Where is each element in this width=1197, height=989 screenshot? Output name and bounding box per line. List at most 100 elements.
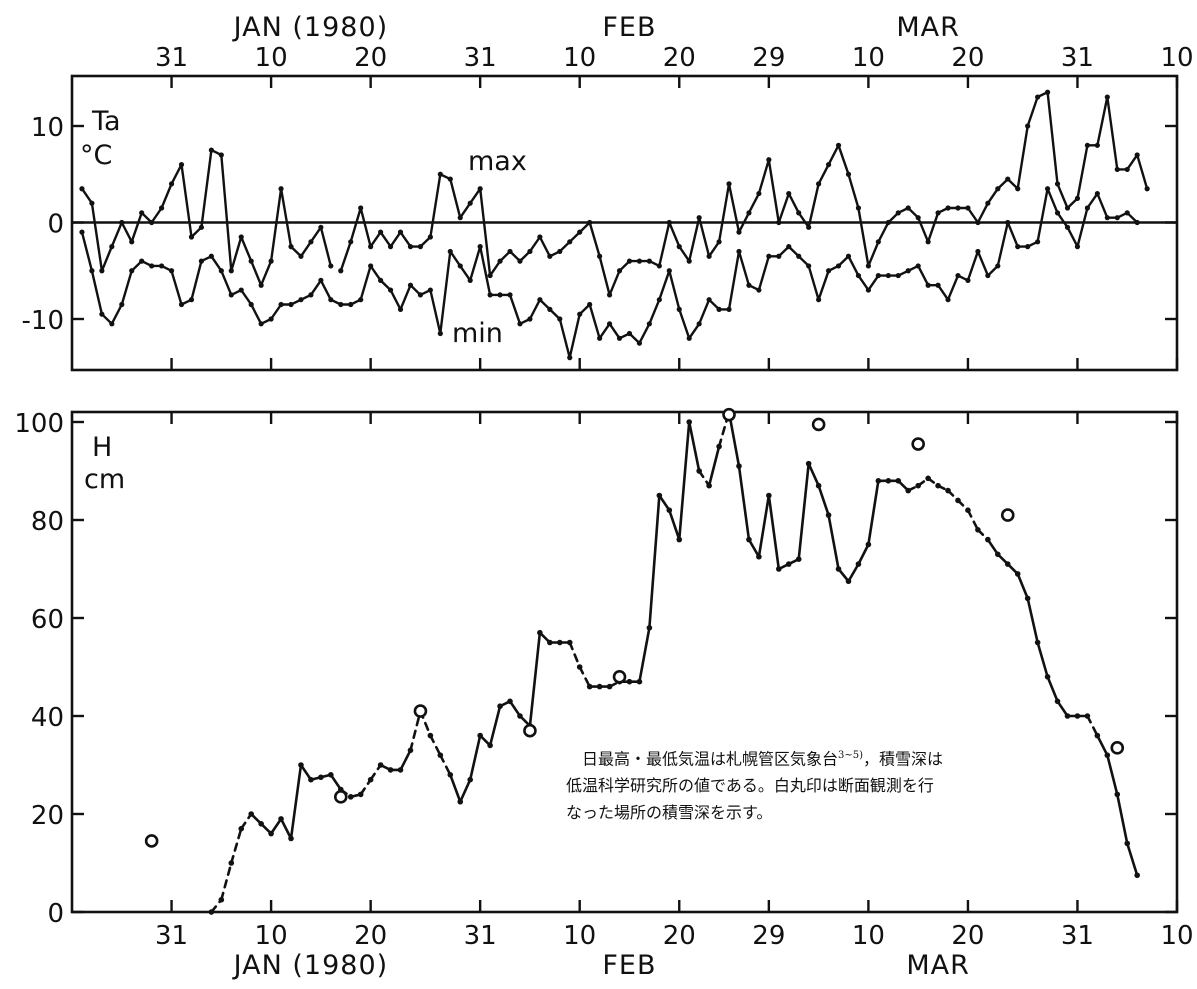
- temp-max-point: [915, 215, 921, 221]
- snow-depth-segment: [737, 464, 751, 541]
- profile-site-marker: [1110, 741, 1125, 755]
- temp-min-point: [198, 258, 205, 264]
- temp-min-point: [129, 268, 135, 274]
- snow-xtick-label: 31: [464, 921, 497, 951]
- temp-max-point: [1035, 94, 1041, 100]
- temp-max-point: [238, 234, 244, 240]
- snow-depth-segment: [697, 469, 711, 488]
- temp-max-point: [1044, 89, 1051, 95]
- note-line-1-rest: ，積雪深は: [863, 749, 944, 769]
- temp-min-point: [806, 263, 812, 269]
- temp-max-point: [537, 234, 543, 240]
- temp-min-point: [457, 263, 463, 269]
- snow-depth-segment: [468, 734, 482, 782]
- snow-depth-segment: [528, 631, 542, 728]
- temp-min-point: [587, 301, 593, 308]
- temp-max-point: [149, 219, 155, 226]
- snow-depth-point: [885, 478, 892, 484]
- snow-depth-point: [497, 703, 503, 709]
- snow-depth-point: [407, 747, 414, 754]
- snow-depth-point: [477, 732, 483, 739]
- temp-max-point: [139, 210, 145, 216]
- snow-depth-segment: [817, 484, 830, 517]
- temp-min-point: [636, 340, 643, 346]
- temp-min-point: [756, 287, 762, 293]
- temp-min-point: [1054, 210, 1061, 216]
- temp-month-label: MAR: [896, 12, 960, 43]
- snow-depth-point: [387, 767, 394, 773]
- temp-max-point: [378, 229, 384, 235]
- note-line-1-text: 日最高・最低気温は札幌管区気象台: [582, 749, 839, 769]
- temp-max-point: [676, 244, 682, 250]
- temp-max-point: [208, 147, 214, 153]
- snow-depth-point: [1094, 732, 1101, 739]
- snow-depth-point: [586, 683, 593, 690]
- temp-min-point: [467, 277, 473, 283]
- snow-ytick-label: 60: [31, 605, 64, 635]
- snow-depth-point: [1024, 595, 1031, 602]
- temp-min-point: [407, 282, 414, 288]
- temp-min-point: [427, 287, 433, 293]
- snow-frame: [70, 410, 1179, 914]
- temp-max-point: [666, 219, 672, 226]
- temp-min-point: [945, 297, 951, 303]
- snow-depth-point: [318, 774, 324, 781]
- profile-site-marker: [911, 437, 925, 451]
- snow-depth-point: [457, 798, 464, 805]
- snow-depth-segment: [687, 420, 701, 473]
- temp-min-point: [1134, 219, 1140, 226]
- temp-max-point: [557, 248, 563, 255]
- snow-depth-point: [875, 478, 882, 484]
- temp-min-point: [537, 297, 543, 303]
- temp-max-point: [527, 248, 533, 255]
- temp-min-point: [716, 306, 722, 312]
- temp-min-point: [248, 301, 254, 308]
- temp-min-point: [706, 297, 712, 303]
- temp-max-point: [188, 234, 195, 240]
- temp-max-point: [1054, 181, 1061, 187]
- temp-min-point: [288, 301, 294, 308]
- temp-min-point: [79, 229, 85, 235]
- profile-site-marker: [333, 790, 348, 804]
- temp-max-point: [716, 239, 722, 245]
- temp-max-point: [258, 282, 264, 288]
- profile-site-marker: [811, 417, 826, 432]
- snow-depth-segment: [1016, 572, 1029, 600]
- snow-depth-segment: [797, 462, 810, 561]
- snow-depth-point: [487, 742, 493, 749]
- temp-max-point: [816, 181, 822, 187]
- note-line-1: 日最高・最低気温は札幌管区気象台3~5)，積雪深は: [566, 742, 1036, 772]
- snow-depth-segment: [568, 641, 582, 669]
- temp-max-point: [825, 162, 832, 168]
- temp-max-point: [477, 186, 483, 192]
- temp-max-point: [925, 239, 931, 245]
- temp-min-point: [149, 263, 155, 269]
- snow-depth-point: [795, 556, 802, 562]
- temp-max-point: [1064, 205, 1071, 211]
- snow-depth-segment: [1046, 675, 1059, 703]
- snow-depth-point: [507, 698, 513, 705]
- temp-min-point: [168, 268, 175, 274]
- snow-depth-segment: [1086, 714, 1099, 737]
- temp-min-point: [158, 263, 165, 269]
- temp-min-point: [786, 244, 792, 250]
- snow-depth-segment: [448, 773, 462, 804]
- temp-max-point: [855, 205, 862, 211]
- temp-min-point: [258, 321, 264, 327]
- snow-ytick-label: 80: [31, 507, 64, 537]
- temp-min-point: [616, 335, 623, 341]
- temp-min-point: [995, 263, 1001, 269]
- temp-min-point: [766, 253, 772, 259]
- snow-depth-point: [865, 541, 872, 548]
- temp-min-point: [1074, 244, 1081, 250]
- snow-depth-segment: [359, 778, 372, 796]
- temp-month-label: JAN (1980): [232, 12, 389, 43]
- temp-min-point: [1044, 186, 1051, 192]
- temp-min-point: [567, 355, 573, 361]
- temp-max-point: [736, 229, 742, 235]
- snow-depth-segment: [1056, 699, 1069, 718]
- snow-depth-point: [1064, 713, 1071, 719]
- temp-max-point: [318, 224, 324, 230]
- temp-min-point: [626, 330, 633, 337]
- snow-depth-point: [278, 816, 284, 822]
